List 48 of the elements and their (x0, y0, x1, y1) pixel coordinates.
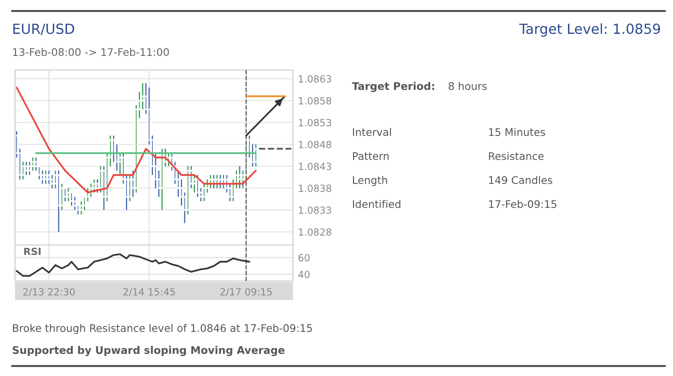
text: Target Period: (352, 82, 434, 92)
text: 149 Candles (489, 176, 552, 184)
candlestick (31, 156, 35, 172)
candlestick (34, 156, 38, 172)
text: Pattern (353, 152, 389, 160)
text: Identified (353, 200, 400, 208)
y-tick-label: 1.0848 (298, 140, 332, 148)
candlestick (118, 152, 122, 176)
chart-title: RSI (24, 248, 41, 256)
text: Interval (353, 128, 391, 136)
text: 15 Minutes (489, 128, 546, 136)
candlestick (238, 166, 242, 189)
y-tick-label: 60 (298, 254, 310, 262)
candlestick (44, 170, 48, 184)
y-tick-label: 1.0838 (298, 184, 332, 192)
x-tick-label: 2/17 09:15 (220, 288, 272, 296)
candlestick (24, 161, 28, 176)
candlestick (254, 144, 258, 167)
x-tick-label: 2/14 15:45 (123, 288, 175, 296)
text: 17-Feb-09:15 (489, 200, 556, 208)
line-series (16, 253, 250, 277)
y-tick-label: 40 (298, 270, 310, 278)
text: Length (353, 176, 388, 186)
text: EUR/USD (13, 24, 74, 36)
text: 8 hours (448, 82, 487, 90)
y-tick-label: 1.0853 (298, 118, 332, 126)
candlestick (202, 183, 206, 202)
candlestick (70, 192, 74, 206)
y-tick-label: 1.0833 (298, 206, 332, 214)
candlestick (66, 188, 70, 202)
y-tick-label: 1.0828 (298, 228, 332, 236)
candlestick (92, 178, 96, 194)
text: Target Level: 1.0859 (519, 23, 660, 37)
candlestick (128, 174, 132, 202)
candlestick (50, 174, 54, 189)
y-tick-label: 1.0863 (298, 75, 332, 83)
candlestick (28, 161, 32, 176)
text: Broke through Resistance level of 1.0846 at 17-Feb-09:15 (13, 324, 312, 334)
text: Supported by Upward sloping Moving Average (12, 346, 284, 356)
candlestick (73, 196, 77, 211)
text: Resistance (489, 152, 544, 160)
text: 13-Feb-08:00 -> 17-Feb-11:00 (13, 48, 169, 56)
x-tick-label: 2/13 22:30 (23, 288, 75, 296)
y-tick-label: 1.0858 (298, 97, 332, 104)
candlestick (47, 170, 51, 184)
y-tick-label: 1.0843 (298, 162, 332, 170)
candlestick (196, 174, 200, 198)
candlestick (192, 174, 196, 194)
